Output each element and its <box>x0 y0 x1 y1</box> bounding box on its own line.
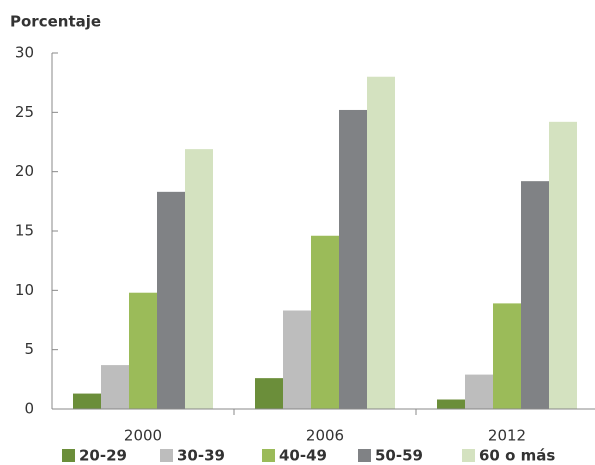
bar <box>255 378 283 409</box>
legend-swatch <box>160 449 173 462</box>
y-tick-label: 20 <box>15 162 34 180</box>
bar <box>311 235 339 409</box>
y-tick-label: 30 <box>15 44 34 62</box>
legend-swatch <box>62 449 75 462</box>
bar <box>549 121 577 410</box>
bar <box>185 149 213 409</box>
bar <box>367 76 395 409</box>
bar <box>437 399 465 409</box>
x-tick-label: 2006 <box>306 427 344 445</box>
y-tick-label: 10 <box>15 281 34 299</box>
legend-label: 50-59 <box>375 447 423 465</box>
bar <box>101 365 129 409</box>
bar <box>129 292 157 409</box>
legend-label: 40-49 <box>279 447 327 465</box>
y-tick-label: 5 <box>24 340 34 358</box>
bar <box>521 181 549 409</box>
legend-swatch <box>358 449 371 462</box>
y-axis-label: Porcentaje <box>10 13 101 31</box>
bar <box>339 109 367 410</box>
y-tick-label: 25 <box>15 103 34 121</box>
legend-label: 60 o más <box>479 447 555 465</box>
bar <box>73 393 101 409</box>
bar <box>283 310 311 409</box>
y-tick-label: 0 <box>24 400 34 418</box>
bar <box>493 303 521 409</box>
x-tick-label: 2012 <box>488 427 526 445</box>
y-tick-label: 15 <box>15 222 34 240</box>
legend-label: 30-39 <box>177 447 225 465</box>
bar <box>465 374 493 409</box>
legend-swatch <box>462 449 475 462</box>
legend-label: 20-29 <box>79 447 127 465</box>
bar <box>157 191 185 409</box>
legend-swatch <box>262 449 275 462</box>
x-tick-label: 2000 <box>124 427 162 445</box>
